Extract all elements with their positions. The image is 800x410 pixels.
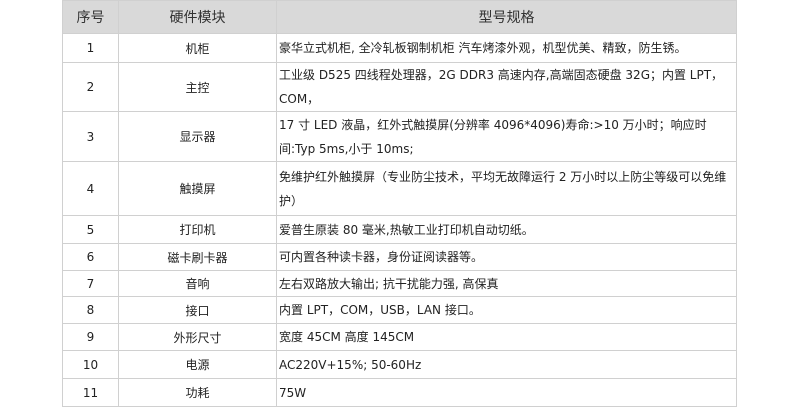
row-number: 4	[62, 161, 119, 216]
row-module: 接口	[118, 296, 277, 324]
row-module: 音响	[118, 270, 277, 297]
row-module: 电源	[118, 350, 277, 379]
row-module: 主控	[118, 62, 277, 112]
row-module: 打印机	[118, 215, 277, 244]
header-no: 序号	[62, 0, 119, 34]
row-number: 10	[62, 350, 119, 379]
row-module: 显示器	[118, 111, 277, 162]
table-row: 3 显示器 17 寸 LED 液晶，红外式触摸屏(分辨率 4096*4096)寿命:…	[62, 111, 737, 162]
table-row: 8 接口 内置 LPT，COM，USB，LAN 接口。	[62, 296, 737, 324]
header-row: 序号 硬件模块 型号规格	[62, 0, 737, 34]
row-spec: 宽度 45CM 高度 145CM	[276, 323, 737, 351]
row-number: 9	[62, 323, 119, 351]
table-row: 11 功耗 75W	[62, 378, 737, 407]
row-spec: 内置 LPT，COM，USB，LAN 接口。	[276, 296, 737, 324]
row-number: 11	[62, 378, 119, 407]
row-number: 8	[62, 296, 119, 324]
table-row: 1 机柜 豪华立式机柜, 全冷轧板钢制机柜 汽车烤漆外观，机型优美、精致，防生锈。	[62, 33, 737, 63]
spec-table: 序号 硬件模块 型号规格 1 机柜 豪华立式机柜, 全冷轧板钢制机柜 汽车烤漆外观，…	[62, 0, 737, 407]
row-number: 3	[62, 111, 119, 162]
row-number: 6	[62, 243, 119, 271]
table-row: 2 主控 工业级 D525 四线程处理器，2G DDR3 高速内存,高端固态硬盘 3…	[62, 62, 737, 112]
table-row: 5 打印机 爱普生原装 80 毫米,热敏工业打印机自动切纸。	[62, 215, 737, 244]
row-spec: 免维护红外触摸屏（专业防尘技术，平均无故障运行 2 万小时以上防尘等级可以免维护…	[276, 161, 737, 216]
row-module: 磁卡刷卡器	[118, 243, 277, 271]
row-number: 5	[62, 215, 119, 244]
row-spec: 可内置各种读卡器，身份证阅读器等。	[276, 243, 737, 271]
row-spec: 17 寸 LED 液晶，红外式触摸屏(分辨率 4096*4096)寿命:>10 …	[276, 111, 737, 162]
row-spec: 豪华立式机柜, 全冷轧板钢制机柜 汽车烤漆外观，机型优美、精致，防生锈。	[276, 33, 737, 63]
row-number: 1	[62, 33, 119, 63]
table-row: 10 电源 AC220V+15%; 50-60Hz	[62, 350, 737, 379]
row-module: 机柜	[118, 33, 277, 63]
table-row: 9 外形尺寸 宽度 45CM 高度 145CM	[62, 323, 737, 351]
row-spec: 爱普生原装 80 毫米,热敏工业打印机自动切纸。	[276, 215, 737, 244]
header-spec: 型号规格	[276, 0, 737, 34]
table-row: 7 音响 左右双路放大输出; 抗干扰能力强, 高保真	[62, 270, 737, 297]
row-module: 外形尺寸	[118, 323, 277, 351]
row-number: 2	[62, 62, 119, 112]
row-spec: 左右双路放大输出; 抗干扰能力强, 高保真	[276, 270, 737, 297]
table-row: 4 触摸屏 免维护红外触摸屏（专业防尘技术，平均无故障运行 2 万小时以上防尘等级可…	[62, 161, 737, 216]
row-spec: 75W	[276, 378, 737, 407]
row-spec: AC220V+15%; 50-60Hz	[276, 350, 737, 379]
table-row: 6 磁卡刷卡器 可内置各种读卡器，身份证阅读器等。	[62, 243, 737, 271]
header-module: 硬件模块	[118, 0, 277, 34]
row-spec: 工业级 D525 四线程处理器，2G DDR3 高速内存,高端固态硬盘 32G；…	[276, 62, 737, 112]
row-module: 功耗	[118, 378, 277, 407]
row-module: 触摸屏	[118, 161, 277, 216]
row-number: 7	[62, 270, 119, 297]
